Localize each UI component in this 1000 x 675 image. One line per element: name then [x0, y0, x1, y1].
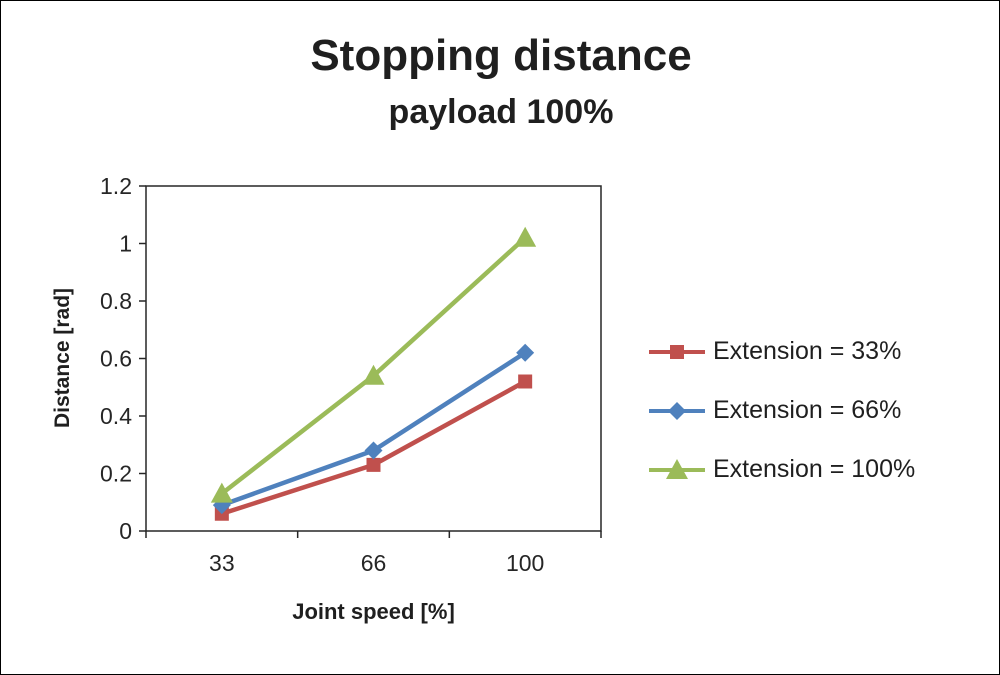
svg-text:100: 100	[506, 550, 544, 576]
diamond-marker	[364, 441, 383, 460]
legend-label: Extension = 100%	[713, 455, 916, 483]
square-marker-icon	[649, 344, 705, 359]
plot-border	[145, 185, 602, 532]
legend-item-extension-66: Extension = 66%	[649, 396, 915, 425]
triangle-marker	[514, 226, 537, 247]
legend: Extension = 33% Extension = 66% Extensio…	[649, 337, 915, 484]
svg-text:66: 66	[361, 550, 387, 576]
diamond-marker	[516, 343, 535, 362]
y-axis-title: Distance [rad]	[51, 287, 74, 429]
svg-text:1: 1	[119, 231, 132, 257]
square-marker	[366, 457, 381, 472]
triangle-marker-icon	[649, 458, 705, 479]
square-marker	[518, 374, 533, 389]
legend-label: Extension = 66%	[713, 396, 902, 424]
axis-ticks	[139, 185, 602, 538]
series-markers	[210, 226, 537, 521]
legend-item-extension-33: Extension = 33%	[649, 337, 915, 366]
svg-text:0.8: 0.8	[100, 288, 132, 314]
svg-text:0.6: 0.6	[100, 346, 132, 372]
x-tick-labels: 33 66 100	[209, 550, 544, 576]
chart-title: Stopping distance	[310, 31, 692, 80]
triangle-marker	[210, 482, 233, 503]
x-axis-title: Joint speed [%]	[292, 599, 455, 624]
legend-label: Extension = 33%	[713, 337, 902, 365]
svg-text:0: 0	[119, 518, 132, 544]
svg-text:0.4: 0.4	[100, 403, 132, 429]
chart-subtitle: payload 100%	[388, 93, 614, 131]
legend-item-extension-100: Extension = 100%	[649, 455, 915, 484]
svg-text:1.2: 1.2	[100, 173, 132, 199]
diamond-marker-icon	[649, 401, 705, 420]
svg-text:0.2: 0.2	[100, 461, 132, 487]
triangle-marker	[362, 364, 385, 385]
svg-text:33: 33	[209, 550, 235, 576]
y-tick-labels: 0 0.2 0.4 0.6 0.8 1 1.2	[100, 173, 132, 544]
